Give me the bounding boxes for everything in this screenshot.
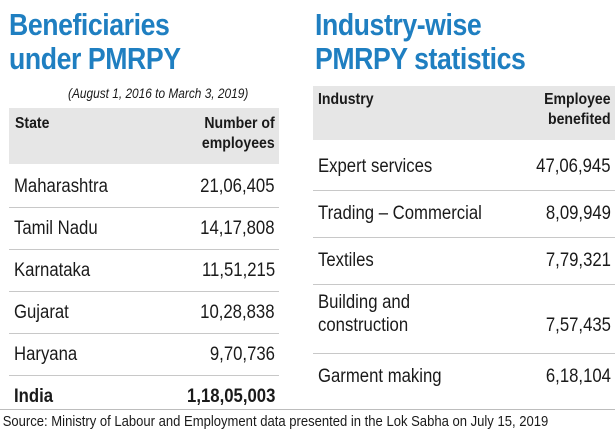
left-title-line2: under PMRPY: [9, 41, 181, 76]
right-title-line1: Industry-wise: [315, 7, 482, 42]
table-row: Karnataka 11,51,215: [9, 250, 279, 292]
table-row: Trading – Commercial 8,09,949: [313, 191, 615, 238]
industry-cell: Textiles: [318, 250, 374, 271]
header-number-of-employees: Number of employees: [202, 115, 275, 152]
table-row: Textiles 7,79,321: [313, 238, 615, 285]
employees-cell: 14,17,808: [200, 218, 275, 239]
industry-cell: Expert services: [318, 156, 433, 177]
employees-cell: 21,06,405: [200, 176, 275, 197]
right-table-body: Expert services 47,06,945 Trading – Comm…: [313, 144, 615, 400]
industry-cell: Building and construction: [318, 292, 411, 336]
industry-cell: Garment making: [318, 366, 442, 387]
total-row: India 1,18,05,003: [9, 376, 279, 417]
employees-cell: 8,09,949: [545, 203, 611, 224]
header-employee-benefited: Employee benefited: [544, 91, 611, 128]
employees-cell: 6,18,104: [545, 366, 611, 387]
employees-cell: 47,06,945: [536, 156, 611, 177]
state-cell: Tamil Nadu: [14, 218, 98, 239]
table-row: Gujarat 10,28,838: [9, 292, 279, 334]
state-cell: Maharashtra: [14, 176, 108, 197]
header-state: State: [15, 115, 50, 132]
state-cell: Haryana: [14, 344, 78, 365]
source-note: Source: Ministry of Labour and Employmen…: [0, 409, 615, 435]
header-industry: Industry: [318, 91, 374, 108]
table-row: Haryana 9,70,736: [9, 334, 279, 376]
state-cell: Karnataka: [14, 260, 91, 281]
total-label: India: [14, 386, 54, 407]
left-title-line1: Beneficiaries: [9, 7, 170, 42]
left-subtitle: (August 1, 2016 to March 3, 2019): [68, 86, 249, 101]
right-title-line2: PMRPY statistics: [315, 41, 526, 76]
source-text: Source: Ministry of Labour and Employmen…: [2, 414, 549, 430]
table-row: Building and construction 7,57,435: [313, 285, 615, 354]
table-row: Maharashtra 21,06,405: [9, 166, 279, 208]
employees-cell: 10,28,838: [200, 302, 275, 323]
table-row: Garment making 6,18,104: [313, 354, 615, 400]
employees-cell: 7,79,321: [545, 250, 611, 271]
left-table-body: Maharashtra 21,06,405 Tamil Nadu 14,17,8…: [9, 166, 279, 417]
employees-cell: 9,70,736: [209, 344, 275, 365]
left-table-header: State Number of employees: [9, 108, 279, 164]
state-cell: Gujarat: [14, 302, 69, 323]
right-table-header: Industry Employee benefited: [313, 86, 615, 140]
employees-cell: 11,51,215: [201, 260, 275, 281]
employees-cell: 7,57,435: [545, 315, 611, 336]
table-row: Expert services 47,06,945: [313, 144, 615, 191]
table-row: Tamil Nadu 14,17,808: [9, 208, 279, 250]
industry-cell: Trading – Commercial: [318, 203, 482, 224]
total-value: 1,18,05,003: [186, 386, 275, 407]
